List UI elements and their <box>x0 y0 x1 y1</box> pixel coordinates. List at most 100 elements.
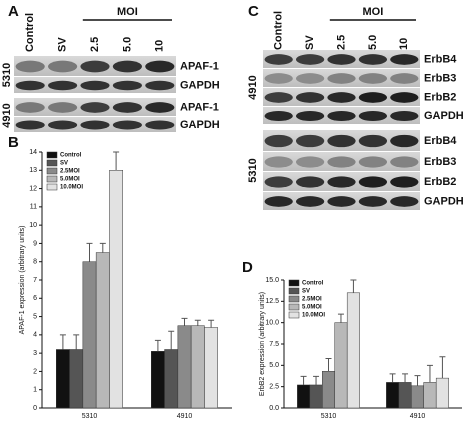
bar <box>82 261 97 409</box>
blot-band <box>48 80 78 91</box>
blot-band <box>327 92 356 103</box>
legend-label: 2.5MOI <box>302 297 322 303</box>
cell-line-label: 5310 <box>1 63 13 87</box>
error-bar <box>99 242 106 253</box>
lane-label: SV <box>304 35 316 50</box>
error-bar <box>208 319 215 328</box>
lane-label: 10 <box>154 40 166 52</box>
legend-swatch <box>288 287 300 295</box>
x-tick-label: 4910 <box>410 413 426 420</box>
error-bar <box>194 319 201 326</box>
y-tick-label: 6 <box>33 295 37 302</box>
blot-band <box>264 196 293 207</box>
bar <box>151 351 165 409</box>
y-axis-label: ErbB2 expression (arbitrary units) <box>259 292 266 396</box>
blot-band <box>390 134 419 148</box>
bar <box>56 349 70 409</box>
y-tick-label: 12 <box>29 185 37 192</box>
error-bar <box>325 358 332 372</box>
blot-band <box>390 110 419 122</box>
blot-band <box>358 110 388 122</box>
row-label: ErbB3 <box>424 72 456 84</box>
row-label: ErbB4 <box>424 135 457 147</box>
blot-band <box>358 73 388 84</box>
row-label: GAPDH <box>180 79 220 91</box>
blot-band <box>327 156 356 168</box>
blot-band <box>48 120 78 130</box>
y-tick-label: 1 <box>33 387 37 394</box>
blot-band <box>15 80 45 91</box>
error-bar <box>350 279 357 293</box>
lane-label: 2.5 <box>335 35 347 50</box>
blot-band <box>295 54 325 65</box>
blot-band <box>295 196 325 207</box>
row-label: APAF-1 <box>180 60 219 72</box>
y-tick-label: 2 <box>33 368 37 375</box>
blot-band <box>390 176 419 188</box>
legend-label: Control <box>302 281 324 287</box>
bar <box>322 371 335 409</box>
error-bar <box>154 339 161 352</box>
blot-band <box>358 92 388 103</box>
bar <box>95 252 110 409</box>
lane-label: 5.0 <box>367 35 379 50</box>
blot-band <box>264 110 293 122</box>
y-axis-label: APAF-1 expression (arbitrary units) <box>19 226 26 335</box>
blot-band <box>390 92 419 103</box>
blot-band <box>390 73 419 84</box>
error-bar <box>426 364 433 383</box>
blot-band <box>264 176 293 188</box>
blot-band <box>358 134 388 148</box>
blot-band <box>327 73 356 84</box>
legend-swatch <box>288 295 300 303</box>
error-bar <box>86 242 93 262</box>
y-tick-label: 9 <box>33 240 37 247</box>
bar <box>297 384 311 409</box>
y-tick-label: 3 <box>33 350 37 357</box>
error-bar <box>300 375 307 385</box>
lane-label: 10 <box>398 38 410 50</box>
error-bar <box>439 356 446 379</box>
blot-band <box>264 156 293 168</box>
blot-band <box>390 196 419 207</box>
error-bar <box>402 373 409 383</box>
cell-line-label: 5310 <box>247 158 259 182</box>
bar <box>398 382 412 409</box>
bar <box>435 377 449 409</box>
panel-label: A <box>8 3 19 20</box>
blot-band <box>295 156 325 168</box>
error-bar <box>313 375 320 385</box>
legend-label: 10.0MOI <box>60 185 83 191</box>
row-label: APAF-1 <box>180 101 219 113</box>
legend-swatch <box>288 303 300 311</box>
blot-band <box>295 176 325 188</box>
y-tick-label: 7 <box>33 277 37 284</box>
blot-band <box>112 120 142 130</box>
bar <box>109 170 123 409</box>
legend-label: SV <box>60 161 68 167</box>
y-tick-label: 7.5 <box>269 341 279 348</box>
y-tick-label: 14 <box>29 149 37 156</box>
blot-band <box>145 80 175 91</box>
blot-band <box>390 156 419 168</box>
legend-label: SV <box>302 289 310 295</box>
legend-label: 5.0MOI <box>60 177 80 183</box>
blot-band <box>264 73 293 84</box>
legend-swatch <box>46 175 58 183</box>
blot-band <box>358 54 388 65</box>
blot-band <box>145 60 175 73</box>
y-tick-label: 13 <box>29 167 37 174</box>
legend-swatch <box>288 311 300 319</box>
bar <box>164 349 179 409</box>
panel-label: C <box>248 3 259 20</box>
y-tick-label: 12.5 <box>265 298 279 305</box>
bar <box>69 349 84 409</box>
panel-label: B <box>8 134 19 151</box>
row-label: ErbB2 <box>424 176 456 188</box>
blot-band <box>327 176 356 188</box>
y-tick-label: 4 <box>33 332 37 339</box>
bar <box>423 382 437 409</box>
row-label: ErbB3 <box>424 156 456 168</box>
legend-label: 10.0MOI <box>302 313 325 319</box>
